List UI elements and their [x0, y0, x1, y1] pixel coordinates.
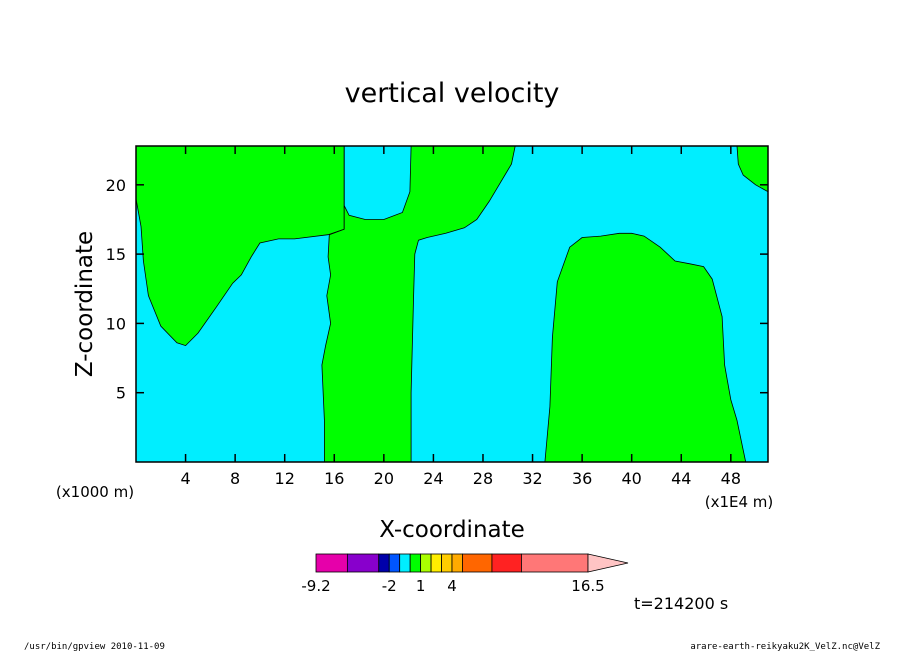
- x-axis-ticks: 4 8 12 16 20 24 28 32 36 40 44 48: [180, 146, 741, 488]
- colorbar-segment: [315, 553, 348, 573]
- x-tick-label: 12: [275, 469, 295, 488]
- colorbar-segment: [399, 553, 411, 573]
- region-right-green-column: [544, 232, 747, 463]
- x-tick-label: 24: [423, 469, 443, 488]
- time-label: t=214200 s: [634, 594, 728, 613]
- x-tick-label: 40: [622, 469, 642, 488]
- colorbar-tick-label: 4: [447, 577, 457, 595]
- x-unit-left: (x1000 m): [56, 483, 134, 501]
- colorbar-segment: [430, 553, 442, 573]
- colorbar: [315, 553, 629, 573]
- y-axis-label: Z-coordinate: [72, 231, 98, 377]
- chart-title: vertical velocity: [345, 78, 560, 109]
- x-axis-label: X-coordinate: [379, 517, 525, 543]
- y-tick-label: 20: [106, 176, 126, 195]
- colorbar-segment: [451, 553, 463, 573]
- colorbar-segment: [441, 553, 453, 573]
- x-tick-label: 20: [374, 469, 394, 488]
- colorbar-tick-label: 16.5: [571, 577, 604, 595]
- y-tick-label: 15: [106, 245, 126, 264]
- plot-frame: [135, 145, 769, 463]
- colorbar-tick-label: -9.2: [301, 577, 330, 595]
- colorbar-segment: [420, 553, 432, 573]
- x-tick-label: 8: [230, 469, 240, 488]
- x-tick-label: 48: [721, 469, 741, 488]
- colorbar-segment: [388, 553, 401, 573]
- colorbar-segment: [346, 553, 380, 573]
- x-tick-label: 28: [473, 469, 493, 488]
- colorbar-tick-label: 1: [416, 577, 426, 595]
- footer-right: arare-earth-reikyaku2K_VelZ.nc@VelZ: [690, 642, 880, 652]
- region-central-green-column: [321, 145, 516, 463]
- colorbar-ticks: -9.2 -2 1 4 16.5: [301, 577, 604, 595]
- colorbar-segment: [378, 553, 390, 573]
- colorbar-segment: [462, 553, 493, 573]
- colorbar-segment: [491, 553, 522, 573]
- colorbar-tick-label: -2: [382, 577, 397, 595]
- colorbar-segment: [409, 553, 422, 573]
- region-upper-left-green: [135, 145, 345, 347]
- x-tick-label: 32: [522, 469, 542, 488]
- y-tick-label: 5: [116, 384, 126, 403]
- y-axis-ticks: 5 10 15 20: [106, 176, 768, 403]
- colorbar-arrow: [587, 553, 629, 573]
- positive-velocity-regions: [135, 145, 769, 463]
- x-tick-label: 4: [180, 469, 190, 488]
- x-unit-right: (x1E4 m): [705, 493, 774, 511]
- colorbar-segment: [521, 553, 589, 573]
- x-tick-label: 36: [572, 469, 592, 488]
- x-tick-label: 44: [671, 469, 691, 488]
- footer-left: /usr/bin/gpview 2010-11-09: [24, 642, 165, 652]
- y-tick-label: 10: [106, 314, 126, 333]
- x-tick-label: 16: [324, 469, 344, 488]
